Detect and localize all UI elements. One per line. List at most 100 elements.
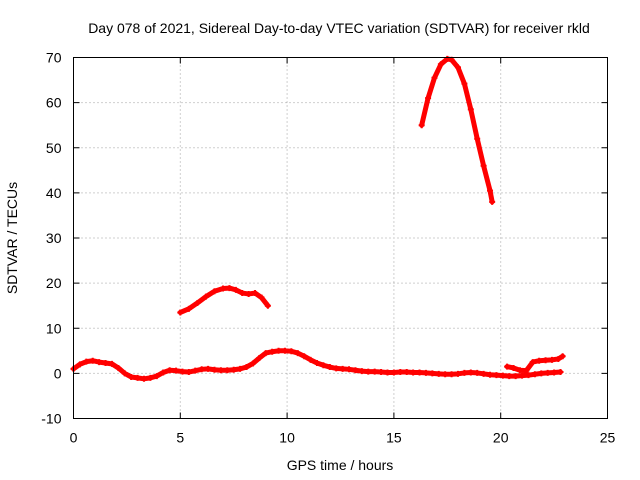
data-point [493, 372, 500, 379]
data-point [320, 362, 327, 369]
data-point [134, 374, 141, 381]
data-point [108, 360, 115, 367]
data-point [217, 367, 224, 374]
data-point [258, 294, 265, 301]
data-point [314, 360, 320, 366]
data-point [525, 372, 532, 379]
axis-ticks: 0 5 10 15 20 25 -10 0 10 20 30 40 50 60 70 [41, 50, 615, 446]
data-point [121, 370, 128, 377]
data-point [523, 367, 530, 374]
chart-title: Day 078 of 2021, Sidereal Day-to-day VTE… [88, 20, 590, 36]
data-point [230, 366, 237, 373]
data-point [115, 364, 122, 371]
data-point [198, 366, 205, 373]
data-point [365, 368, 372, 375]
data-point [542, 357, 549, 364]
y-tick-label: 0 [54, 365, 62, 381]
y-tick-label: 70 [46, 50, 62, 66]
data-point [516, 367, 523, 374]
data-point [220, 285, 227, 292]
data-point [425, 95, 432, 102]
data-point [96, 359, 103, 366]
y-tick-label: 20 [46, 275, 62, 291]
data-point [239, 290, 246, 297]
y-tick-label: -10 [41, 411, 61, 427]
data-point [243, 364, 250, 371]
data-point [422, 369, 429, 376]
data-point [249, 360, 256, 367]
data-point [128, 373, 135, 380]
data-point [454, 370, 461, 377]
series-2 [177, 285, 271, 316]
x-tick-label: 10 [279, 430, 295, 446]
data-point [467, 369, 474, 376]
data-point [410, 369, 417, 376]
data-point [384, 369, 391, 376]
data-point [358, 368, 365, 375]
series-1 [504, 353, 566, 374]
data-point [281, 347, 288, 354]
x-tick-label: 25 [600, 430, 616, 446]
data-point [102, 360, 109, 366]
data-point [487, 187, 494, 194]
data-point [147, 374, 154, 381]
data-point [333, 365, 340, 372]
data-point [185, 305, 192, 312]
data-point [435, 370, 442, 377]
x-tick-label: 15 [386, 430, 402, 446]
data-point [352, 367, 359, 374]
data-point [346, 366, 353, 373]
data-point [275, 347, 282, 354]
y-axis-title: SDTVAR / TECUs [4, 182, 20, 294]
data-point [153, 373, 160, 380]
data-point [371, 368, 378, 375]
y-tick-label: 60 [46, 95, 62, 111]
data-point [403, 369, 410, 376]
data-point [339, 365, 346, 372]
data-point [431, 74, 438, 81]
series-line [419, 56, 495, 205]
data-point [418, 122, 425, 129]
data-point [551, 369, 558, 376]
data-point [559, 353, 566, 360]
data-point [205, 365, 212, 372]
data-point [510, 364, 517, 371]
x-tick-label: 20 [493, 430, 509, 446]
data-point [245, 290, 252, 297]
data-point [461, 369, 468, 376]
data-point [264, 302, 271, 309]
data-point [89, 357, 96, 364]
grid [73, 57, 608, 419]
data-point [294, 350, 301, 357]
data-point [499, 372, 506, 379]
data-point [437, 61, 444, 68]
data-point [301, 353, 308, 360]
data-point [202, 293, 209, 300]
data-point [192, 367, 199, 374]
data-point [166, 367, 173, 374]
y-tick-label: 50 [46, 140, 62, 156]
data-point [140, 375, 147, 382]
data-point [185, 369, 192, 376]
data-point [544, 369, 551, 376]
y-tick-label: 30 [46, 230, 62, 246]
data-point [519, 372, 526, 379]
data-point [269, 348, 276, 355]
data-point [555, 355, 562, 362]
data-point [489, 198, 496, 205]
data-point [211, 288, 218, 295]
data-point [429, 370, 436, 377]
data-point [531, 371, 538, 378]
data-point [76, 361, 83, 368]
data-point [288, 348, 295, 355]
y-tick-label: 10 [46, 320, 62, 336]
data-point [416, 369, 423, 376]
series-0 [70, 347, 564, 382]
data-point [378, 369, 385, 376]
data-point [226, 285, 233, 292]
data-point [224, 367, 231, 374]
series-line [504, 353, 566, 374]
data-point [390, 369, 397, 376]
data-point [442, 371, 449, 378]
